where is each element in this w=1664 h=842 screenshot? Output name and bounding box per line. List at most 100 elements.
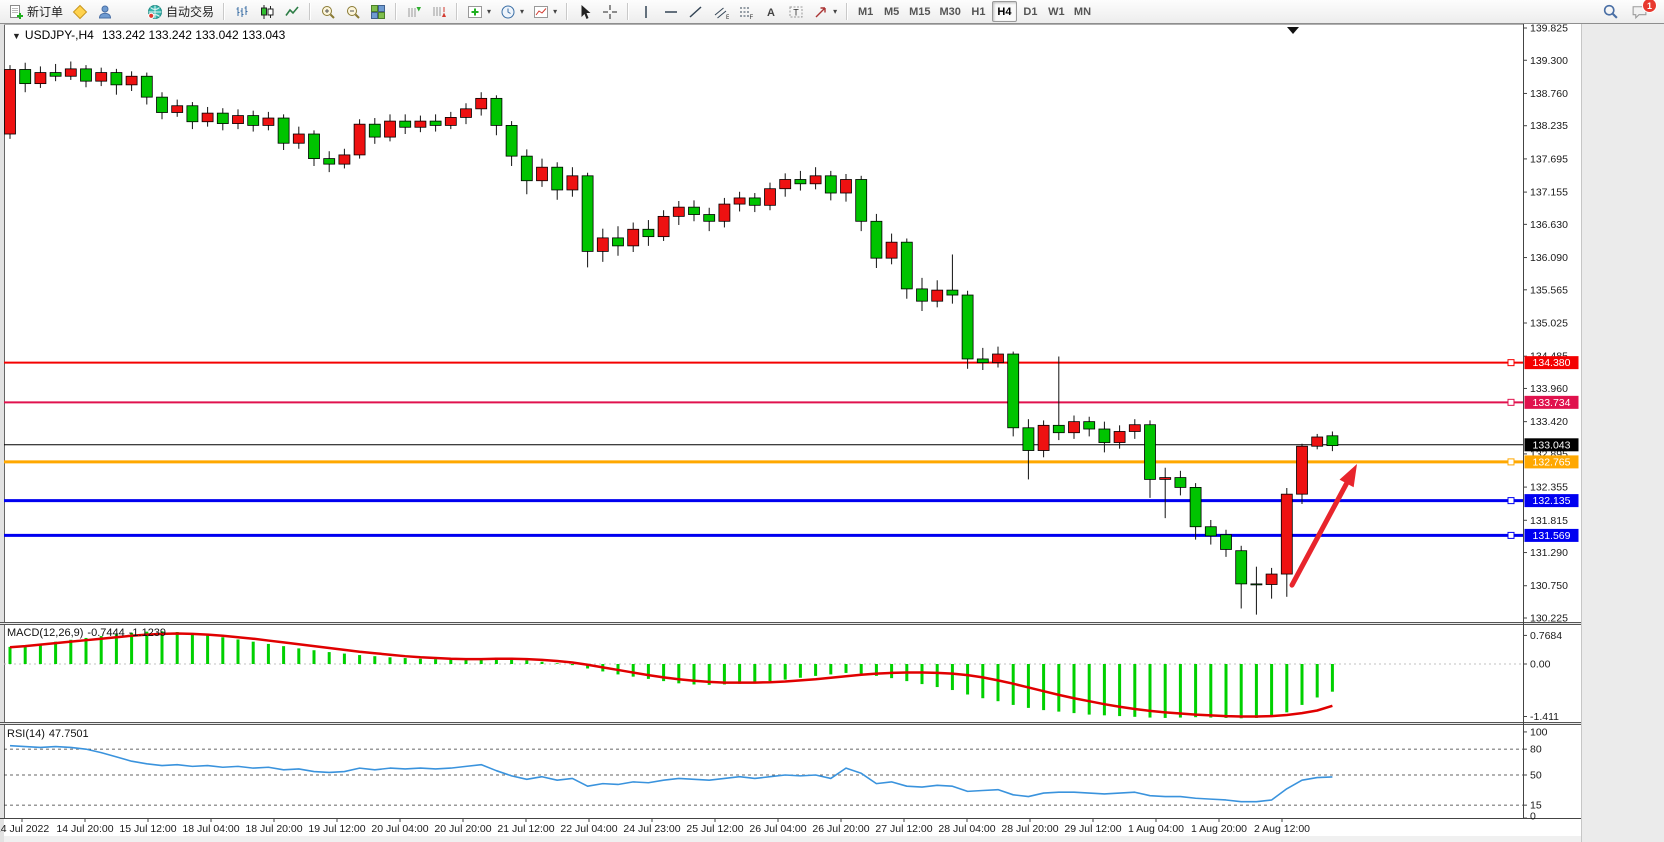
- candle-body: [368, 123, 381, 138]
- candle-body: [429, 120, 442, 126]
- candle-body: [338, 154, 351, 165]
- profile-icon: [99, 5, 112, 18]
- horizontal-line-tool-button[interactable]: [659, 1, 683, 22]
- arrows-tool-button[interactable]: ▾: [809, 1, 841, 22]
- periods-button[interactable]: ▾: [496, 1, 528, 22]
- timeframe-h1[interactable]: H1: [966, 1, 991, 22]
- crosshair-tool-button[interactable]: [598, 1, 622, 22]
- vertical-line-tool-button[interactable]: [634, 1, 658, 22]
- candle-body: [1144, 424, 1156, 480]
- candle-body: [277, 117, 290, 144]
- candle-body: [1052, 424, 1065, 434]
- timeframe-d1[interactable]: D1: [1018, 1, 1043, 22]
- clock-icon: [501, 5, 515, 18]
- chart-line-button[interactable]: [280, 1, 304, 22]
- time-label: 27 Jul 12:00: [875, 823, 932, 835]
- candle-body: [794, 179, 807, 185]
- timeframe-m30[interactable]: M30: [936, 1, 965, 22]
- time-label: 14 Jul 20:00: [56, 823, 113, 835]
- chart-candles-button[interactable]: [255, 1, 279, 22]
- candle-body: [733, 197, 746, 205]
- timeframe-m1[interactable]: M1: [853, 1, 878, 22]
- candle-body: [49, 72, 62, 77]
- search-button[interactable]: [1598, 1, 1623, 22]
- label-tool-button[interactable]: T: [784, 1, 808, 22]
- templates-button[interactable]: ▾: [529, 1, 561, 22]
- price-tag: [1524, 455, 1579, 469]
- candle-body: [855, 179, 868, 222]
- candle-body: [1311, 436, 1324, 447]
- zoom-out-button[interactable]: [341, 1, 365, 22]
- timeframe-w1[interactable]: W1: [1044, 1, 1069, 22]
- pane-separator[interactable]: [0, 722, 1581, 725]
- timeframe-h4[interactable]: H4: [991, 1, 1017, 22]
- candle-body: [232, 115, 244, 124]
- hline-handle[interactable]: [1507, 398, 1515, 406]
- chart-bars-button[interactable]: [230, 1, 254, 22]
- candle-body: [840, 179, 852, 194]
- zoom-out-icon: [347, 5, 360, 19]
- symbol-dropdown-icon[interactable]: ▼: [12, 31, 21, 41]
- price-tag-text: 131.569: [1533, 530, 1571, 542]
- channel-tool-button[interactable]: E: [709, 1, 733, 22]
- price-tag-text: 132.765: [1533, 456, 1571, 468]
- profile-button[interactable]: [93, 1, 117, 22]
- cursor-tool-button[interactable]: [573, 1, 597, 22]
- candle-body: [95, 72, 108, 82]
- candle-body: [520, 155, 533, 182]
- chart-end-marker-icon[interactable]: [1287, 27, 1299, 34]
- indicators-icon: [468, 5, 483, 18]
- svg-text:130.750: 130.750: [1530, 580, 1568, 592]
- time-label: 29 Jul 12:00: [1064, 823, 1121, 835]
- svg-text:15: 15: [1530, 800, 1542, 812]
- rsi-pane: 100 80 50 150: [4, 726, 1548, 823]
- time-label: 1 Aug 20:00: [1191, 823, 1247, 835]
- candle-body: [4, 69, 16, 135]
- toolbar-separator: [846, 3, 849, 20]
- candle-body: [201, 112, 214, 123]
- chevron-down-icon: ▾: [520, 7, 525, 16]
- svg-text:138.235: 138.235: [1530, 120, 1568, 132]
- market-button[interactable]: [68, 1, 92, 22]
- price-tag-text: 132.135: [1533, 495, 1571, 507]
- candle-body: [1083, 421, 1096, 430]
- hline-handle[interactable]: [1507, 531, 1515, 539]
- signals-button[interactable]: [118, 1, 142, 22]
- autotrading-label: 自动交易: [166, 5, 215, 19]
- auto-scroll-button[interactable]: [427, 1, 451, 22]
- new-order-button[interactable]: 新订单: [4, 1, 67, 22]
- chart-canvas[interactable]: 139.825 139.300 138.760 138.235 137.695 137.1…: [0, 24, 1664, 842]
- hline-handle[interactable]: [1507, 359, 1515, 367]
- chevron-down-icon: ▾: [487, 7, 492, 16]
- bottom-margin: [0, 836, 1581, 842]
- timeframe-m5[interactable]: M5: [879, 1, 904, 22]
- horizontal-lines-layer[interactable]: [4, 359, 1523, 539]
- new-order-label: 新订单: [27, 5, 64, 19]
- fibonacci-tool-button[interactable]: F: [734, 1, 758, 22]
- svg-text:135.565: 135.565: [1530, 284, 1568, 296]
- chart-shift-button[interactable]: [402, 1, 426, 22]
- toolbar: 新订单 自动交易: [0, 0, 1664, 24]
- timeframe-m15[interactable]: M15: [905, 1, 934, 22]
- autotrading-button[interactable]: 自动交易: [143, 1, 218, 22]
- zoom-in-button[interactable]: [316, 1, 340, 22]
- annotation-arrow[interactable]: [1289, 464, 1357, 588]
- right-margin-panel: [1581, 24, 1664, 842]
- tile-windows-button[interactable]: [366, 1, 390, 22]
- candle-body: [1022, 427, 1035, 451]
- candle-body: [323, 158, 336, 165]
- notification-badge: 1: [1642, 0, 1657, 13]
- svg-text:132.355: 132.355: [1530, 482, 1568, 494]
- candle-body: [900, 241, 913, 290]
- pane-separator[interactable]: [0, 622, 1581, 625]
- hline-handle[interactable]: [1507, 458, 1515, 466]
- time-label: 15 Jul 12:00: [119, 823, 176, 835]
- hline-handle[interactable]: [1507, 497, 1515, 505]
- text-tool-button[interactable]: A: [759, 1, 783, 22]
- timeframe-mn[interactable]: MN: [1070, 1, 1095, 22]
- trendline-tool-button[interactable]: [684, 1, 708, 22]
- time-label: 22 Jul 04:00: [560, 823, 617, 835]
- indicators-button[interactable]: ▾: [463, 1, 495, 22]
- notifications-button[interactable]: 1: [1627, 0, 1657, 22]
- svg-text:-1.411: -1.411: [1530, 711, 1559, 723]
